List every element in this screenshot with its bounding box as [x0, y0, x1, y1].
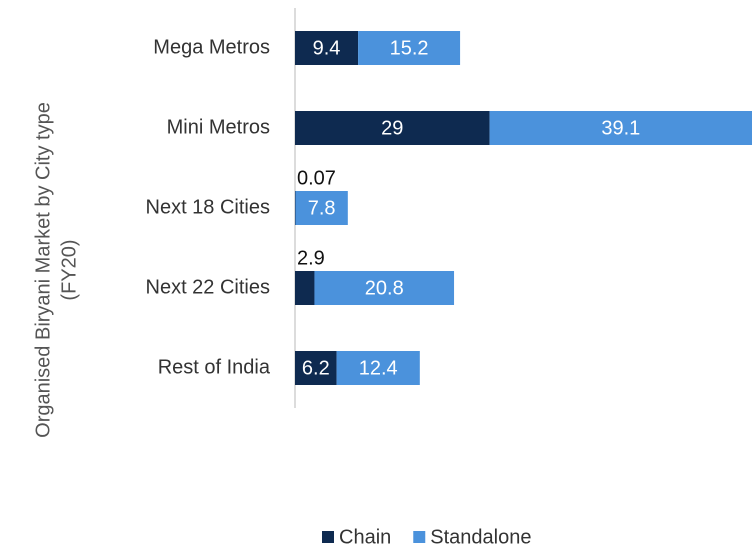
data-label: 29: [381, 117, 403, 139]
data-label: 12.4: [359, 357, 398, 379]
y-tick-label: Mini Metros: [167, 116, 270, 138]
bar-segment: [295, 271, 315, 305]
data-label: 39.1: [601, 117, 640, 139]
bar-segment: [358, 31, 461, 65]
bar-segment: [336, 351, 420, 385]
y-tick-label: Mega Metros: [153, 36, 270, 58]
y-tick-label: Next 18 Cities: [146, 196, 271, 218]
data-label: 2.9: [297, 247, 325, 269]
bar-segment: [314, 271, 455, 305]
legend-swatch: [413, 531, 426, 543]
legend-swatch: [322, 531, 334, 543]
data-label: 6.2: [302, 357, 330, 379]
y-axis-title-line: (FY20): [58, 239, 80, 300]
data-label: 20.8: [365, 277, 404, 299]
data-label: 0.07: [297, 167, 336, 189]
legend-label: Standalone: [430, 526, 531, 548]
data-label: 15.2: [390, 37, 429, 59]
y-tick-label: Rest of India: [158, 356, 271, 378]
bar-segment: [295, 31, 359, 65]
data-label: 9.4: [313, 37, 341, 59]
bar-segment: [489, 111, 752, 145]
data-label: 7.8: [308, 197, 336, 219]
y-axis-title: Organised Biryani Market by City type (F…: [32, 102, 80, 438]
y-tick-label: Next 22 Cities: [146, 276, 271, 298]
bar-segment: [295, 191, 348, 225]
bar-segment: [295, 111, 490, 145]
bar-segment: [295, 351, 337, 385]
y-axis-title-line: Organised Biryani Market by City type: [32, 102, 54, 438]
legend-label: Chain: [339, 526, 391, 548]
